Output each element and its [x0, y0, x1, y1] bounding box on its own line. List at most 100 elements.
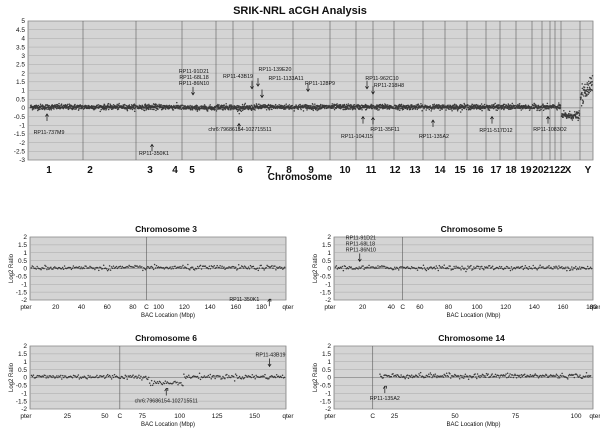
genome-data-point — [314, 103, 316, 105]
genome-data-point — [276, 107, 278, 110]
genome-data-point — [421, 109, 423, 112]
genome-data-point — [206, 110, 209, 112]
chromosome-14-data-point — [513, 374, 515, 377]
chromosome-14-data-point — [515, 374, 517, 377]
chromosome-5-data-point — [363, 268, 365, 271]
chromosome-14-data-point — [576, 373, 578, 376]
genome-data-point — [118, 104, 120, 107]
chromosome-6-data-point — [138, 374, 140, 377]
genome-data-point — [130, 108, 132, 110]
chromosome-6-y-tick-label: 1 — [23, 359, 27, 366]
genome-y-tick-label: 2.5 — [16, 62, 25, 69]
genome-data-point — [578, 113, 581, 115]
genome-data-point — [238, 104, 240, 107]
chromosome-6-data-point — [196, 375, 199, 378]
genome-x-tick-label: 17 — [490, 165, 502, 176]
chromosome-14-data-point — [442, 376, 445, 378]
genome-annotation-label: RP11-139E20 — [259, 67, 292, 73]
chromosome-3-data-point — [181, 266, 183, 268]
chromosome-6-data-point — [184, 376, 186, 378]
genome-data-point — [206, 106, 208, 108]
genome-data-point — [290, 105, 293, 108]
chromosome-3-data-point — [237, 268, 239, 270]
genome-x-tick-label: 18 — [505, 165, 517, 176]
chromosome-6-y-tick-label: -1.5 — [16, 398, 28, 405]
chromosome-14-data-point — [556, 374, 558, 377]
genome-data-point — [328, 107, 330, 109]
chromosome-3-data-point — [171, 266, 173, 268]
chromosome-5-data-point — [502, 268, 505, 271]
chromosome-3-data-point — [111, 267, 114, 269]
genome-data-point — [208, 105, 210, 108]
chromosome-3-data-point — [241, 265, 244, 268]
chromosome-3-data-point — [80, 266, 82, 268]
chromosome-14-data-point — [510, 376, 512, 378]
chromosome-5-data-point — [558, 265, 560, 267]
genome-data-point — [568, 116, 571, 119]
genome-data-point — [105, 109, 107, 111]
chromosome-14-data-point — [578, 376, 580, 378]
chromosome-6-data-point — [45, 377, 47, 379]
chromosome-6-data-point — [241, 376, 244, 378]
genome-annotation-label: RP11-135A2 — [419, 134, 449, 140]
genome-data-point — [565, 117, 568, 119]
genome-y-tick-label: 3 — [21, 53, 25, 60]
chromosome-3-data-point — [101, 267, 104, 270]
genome-data-point — [439, 109, 441, 112]
genome-data-point — [184, 105, 187, 107]
genome-data-point — [336, 103, 338, 105]
genome-data-point — [299, 107, 302, 109]
chromosome-3-x-tick-label: 180 — [256, 304, 267, 311]
chromosome-14-data-point — [484, 376, 487, 378]
chromosome-5-data-point — [465, 270, 467, 273]
chromosome-5-data-point — [589, 266, 592, 269]
chromosome-14-data-point — [515, 376, 518, 379]
genome-data-point — [46, 108, 48, 111]
genome-data-point — [559, 106, 562, 108]
chromosome-6-data-point — [240, 378, 243, 380]
genome-y-tick-label: 1.5 — [16, 79, 25, 86]
chromosome-3-y-tick-label: 0 — [23, 266, 27, 273]
chromosome-5-data-point — [585, 268, 588, 270]
chromosome-14-data-point — [432, 374, 435, 376]
genome-data-point — [37, 104, 40, 107]
chromosome-5-data-point — [578, 266, 581, 268]
chromosome-3-data-point — [146, 267, 148, 269]
chromosome-3-data-point — [127, 266, 129, 268]
genome-data-point — [297, 108, 299, 110]
genome-data-point — [86, 107, 89, 110]
chromosome-5-data-point — [416, 269, 419, 271]
genome-y-tick-label: -2 — [19, 140, 25, 147]
genome-data-point — [306, 104, 309, 107]
chromosome-14-data-point — [472, 375, 475, 378]
genome-data-point — [586, 83, 588, 86]
chromosome-14-data-point — [493, 375, 496, 378]
genome-data-point — [107, 105, 110, 107]
chromosome-14-data-point — [508, 375, 511, 377]
chromosome-3-data-point — [191, 266, 194, 269]
chromosome-6-data-point — [145, 375, 147, 378]
genome-x-tick-label: 4 — [172, 165, 178, 176]
chromosome-14-data-point — [478, 375, 480, 377]
chromosome-3-data-point — [199, 264, 202, 267]
genome-data-point — [536, 109, 538, 112]
genome-data-point — [179, 107, 182, 109]
chromosome-14-data-point — [405, 376, 407, 378]
chromosome-5-data-point — [586, 265, 589, 268]
genome-x-tick-label: 11 — [366, 165, 377, 176]
genome-data-point — [423, 107, 425, 110]
chromosome-5-data-point — [342, 269, 345, 272]
chromosome-3-data-point — [97, 266, 99, 269]
chromosome-6-data-point — [202, 376, 205, 378]
chromosome-5-data-point — [537, 267, 539, 270]
genome-x-tick-label: 13 — [409, 165, 421, 176]
chromosome-5-annotation-label: RP11-91D21 RP11-68L18 RP11-86N10 — [346, 235, 376, 253]
chromosome-5-data-point — [557, 268, 559, 270]
chromosome-3-data-point — [107, 268, 110, 271]
chromosome-5-data-point — [350, 266, 352, 268]
chromosome-5-data-point — [437, 269, 440, 272]
genome-data-point — [456, 110, 459, 112]
chromosome-5-data-point — [374, 267, 376, 270]
chromosome-3-data-point — [172, 267, 174, 270]
